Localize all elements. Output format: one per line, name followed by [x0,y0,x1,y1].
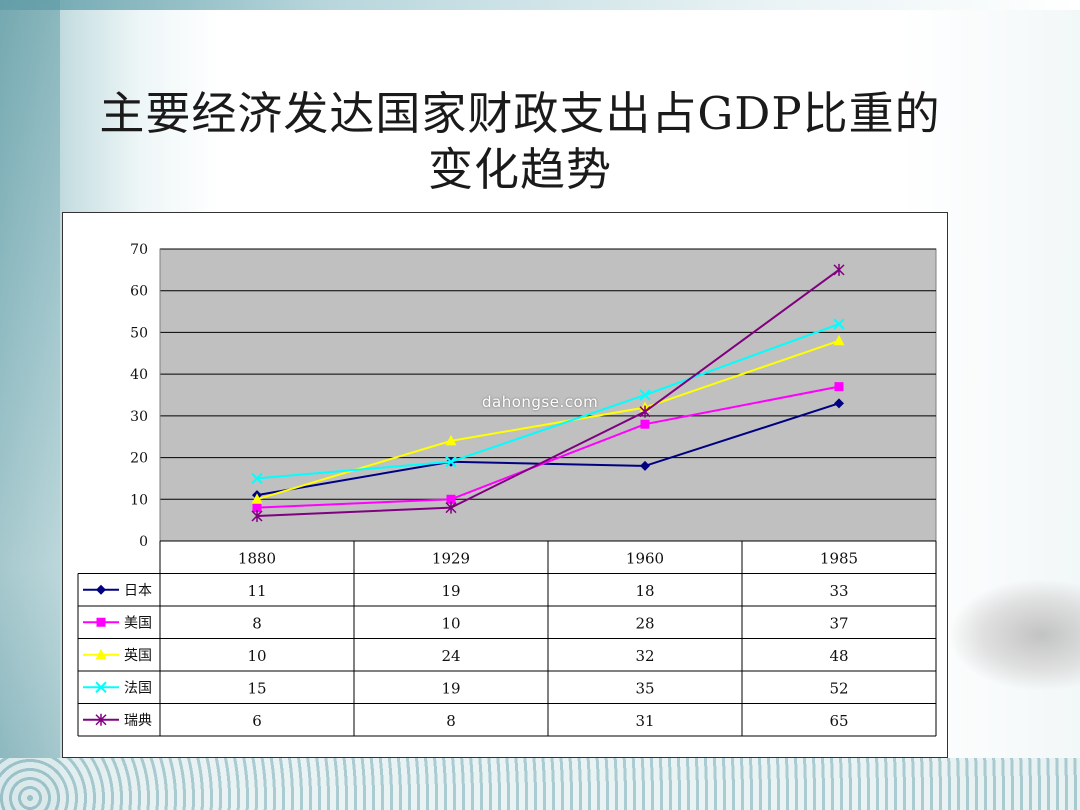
table-cell-value: 48 [829,647,848,665]
data-point [445,501,457,514]
table-cell-value: 15 [247,679,266,697]
data-point [640,460,650,471]
legend-series-name: 法国 [124,680,152,696]
data-point [251,472,263,485]
y-tick-label: 10 [130,492,148,508]
table-cell-value: 11 [247,582,266,600]
x-category-label: 1880 [238,549,276,567]
table-cell-value: 10 [441,614,460,632]
slide-title-line2: 变化趋势 [427,143,612,196]
y-tick-label: 70 [130,242,148,258]
slide-title: 主要经济发达国家财政支出占GDP比重的 变化趋势 [80,86,960,198]
legend-key-marker [95,713,107,726]
data-point [834,382,844,392]
table-cell-value: 10 [247,647,266,665]
data-point [445,456,457,468]
y-tick-label: 50 [130,325,148,341]
y-tick-label: 60 [130,284,148,300]
data-point [833,318,845,330]
data-point [252,503,262,513]
x-category-label: 1960 [626,549,664,567]
legend-series-name: 日本 [124,583,152,599]
chart-frame: 0 10 20 30 40 50 60 70 1880 1929 1960 1985 日本 11 19 18 3… [62,212,948,758]
legend-key-marker [96,584,106,595]
data-point [445,434,457,446]
table-cell-value: 19 [441,679,460,697]
legend-series-name: 美国 [124,615,152,631]
wave-decor-band [0,758,1080,810]
y-tick-label: 0 [139,534,148,550]
y-tick-label: 30 [130,409,148,425]
table-cell-value: 8 [252,614,262,632]
legend-key-marker [96,617,106,627]
table-cell-value: 18 [635,582,654,600]
x-category-label: 1929 [432,549,470,567]
slide-title-line1: 主要经济发达国家财政支出占GDP比重的 [99,87,941,140]
series-line-4 [256,323,840,480]
series-line-5 [256,269,840,517]
data-point [639,405,651,418]
table-cell-value: 33 [829,582,848,600]
data-point [834,398,844,409]
series-line-2 [256,385,840,509]
slide-top-band [0,0,1080,10]
slide-left-decor [0,0,60,810]
dragon-decor [950,580,1080,690]
series-line-1 [256,402,840,497]
data-point [251,493,263,504]
data-point [833,334,845,346]
data-point [640,419,650,429]
table-cell-value: 19 [441,582,460,600]
table-cell-value: 32 [635,647,654,665]
table-cell-value: 31 [635,712,654,730]
table-cell-value: 28 [635,614,654,632]
legend-series-name: 英国 [124,647,152,664]
table-cell-value: 35 [635,679,654,697]
data-point [251,509,263,522]
legend-key-marker [95,681,107,693]
data-point [833,263,845,276]
x-category-label: 1985 [820,549,858,567]
table-cell-value: 24 [441,647,460,665]
data-point [446,494,456,504]
table-cell-value: 65 [829,712,848,730]
watermark-text: dahongse.com [482,393,599,411]
legend-series-name: 瑞典 [124,713,152,729]
line-chart: 0 10 20 30 40 50 60 70 1880 1929 1960 1985 日本 11 19 18 3… [77,242,937,737]
y-tick-label: 20 [130,451,148,467]
table-cell-value: 6 [252,712,262,730]
y-tick-label: 40 [130,367,148,383]
plot-area [159,248,937,542]
table-cell-value: 8 [446,712,456,730]
legend-key-marker [95,648,107,660]
table-cell-value: 37 [829,614,848,632]
data-point [639,389,651,401]
table-cell-value: 52 [829,679,848,697]
